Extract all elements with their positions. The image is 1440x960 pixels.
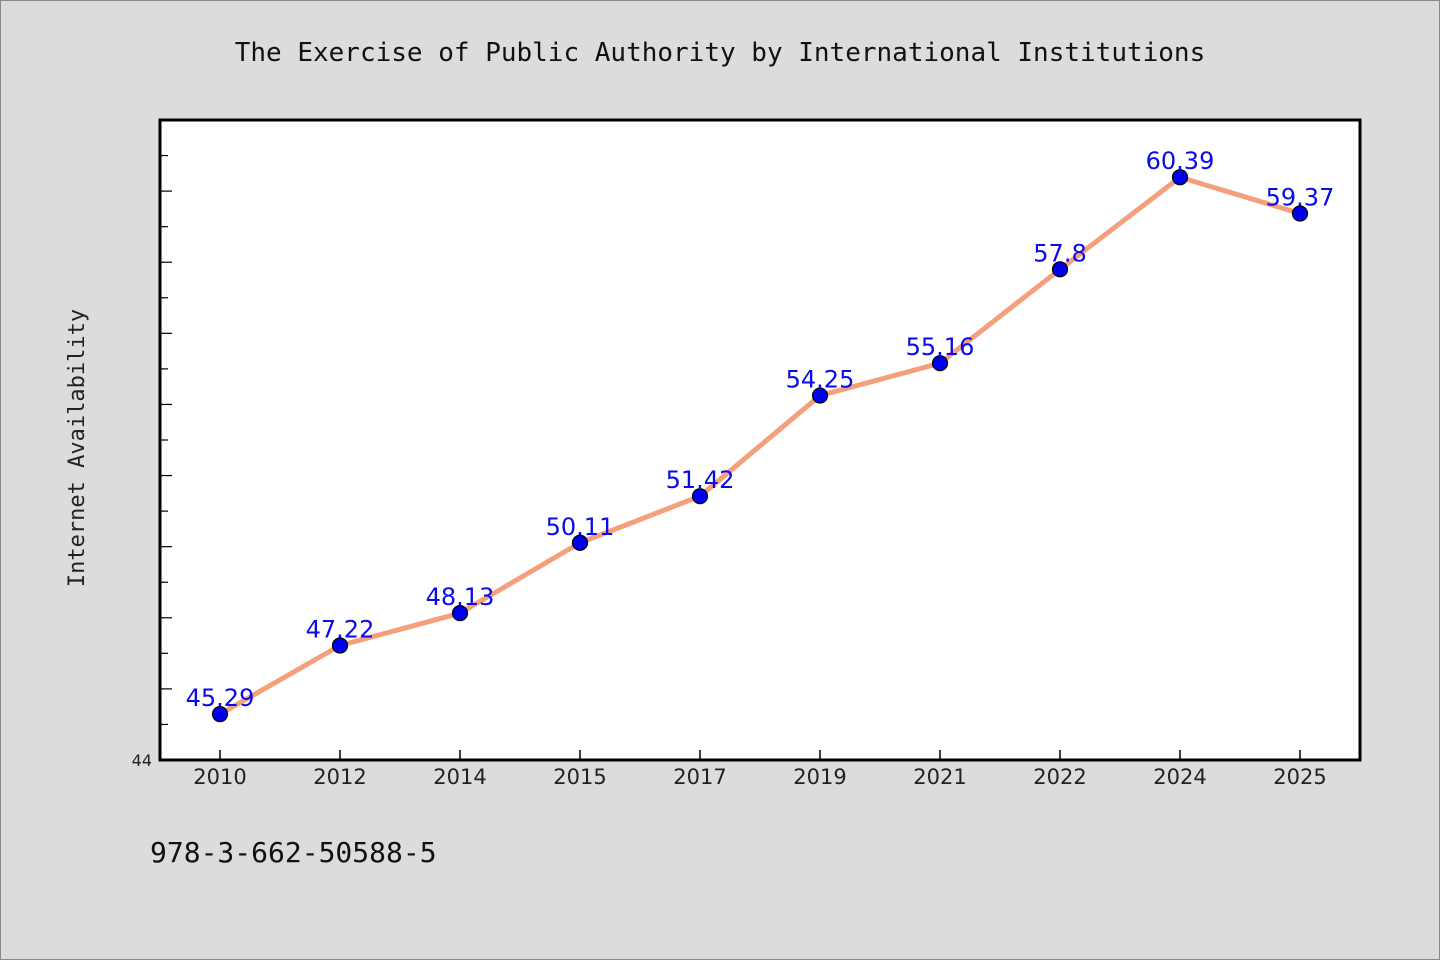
data-point bbox=[451, 605, 469, 622]
data-point bbox=[211, 706, 229, 723]
x-tick-label: 2019 bbox=[793, 765, 846, 789]
x-tick-label: 2025 bbox=[1273, 765, 1326, 789]
x-tick-label: 2010 bbox=[193, 765, 246, 789]
data-point bbox=[1291, 205, 1309, 222]
x-tick-label: 2015 bbox=[553, 765, 606, 789]
x-tick-label: 2022 bbox=[1033, 765, 1086, 789]
x-tick-label: 2012 bbox=[313, 765, 366, 789]
data-point bbox=[1171, 169, 1189, 186]
marker-group bbox=[211, 169, 1309, 723]
plot-area bbox=[158, 118, 1362, 762]
x-tick-label: 2024 bbox=[1153, 765, 1206, 789]
data-label-group: 45.2947.2248.1350.1151.4254.2555.1657.86… bbox=[186, 147, 1335, 712]
data-point bbox=[571, 534, 589, 551]
data-point bbox=[691, 488, 709, 505]
x-tick-label: 2014 bbox=[433, 765, 486, 789]
y-axis-ticks: 44 bbox=[132, 154, 172, 770]
isbn-footer: 978-3-662-50588-5 bbox=[150, 836, 437, 869]
data-point bbox=[811, 387, 829, 404]
series-line bbox=[217, 174, 1303, 717]
y-tick-label: 44 bbox=[132, 751, 152, 770]
chart-title: The Exercise of Public Authority by Inte… bbox=[235, 38, 1206, 68]
x-axis-ticks: 2010 2012 2014 2015 2017 2019 2021 2022 2024 2025 bbox=[193, 750, 1327, 789]
x-tick-label: 2017 bbox=[673, 765, 726, 789]
data-point bbox=[331, 637, 349, 654]
data-point bbox=[1051, 261, 1069, 278]
data-point bbox=[931, 355, 949, 372]
series-line-group bbox=[217, 174, 1303, 717]
x-tick-label: 2021 bbox=[913, 765, 966, 789]
y-axis-label: Internet Availability bbox=[65, 309, 90, 587]
